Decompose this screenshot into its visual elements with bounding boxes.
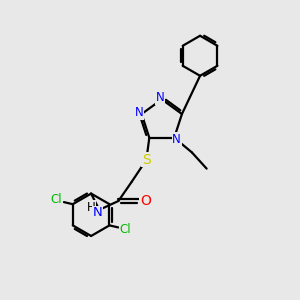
Text: N: N	[156, 92, 165, 104]
Text: N: N	[172, 133, 181, 146]
Text: S: S	[142, 153, 151, 167]
Text: N: N	[135, 106, 144, 119]
Text: N: N	[93, 206, 103, 219]
Text: Cl: Cl	[51, 193, 62, 206]
Text: H: H	[87, 201, 95, 214]
Text: Cl: Cl	[120, 223, 131, 236]
Text: O: O	[140, 194, 151, 208]
